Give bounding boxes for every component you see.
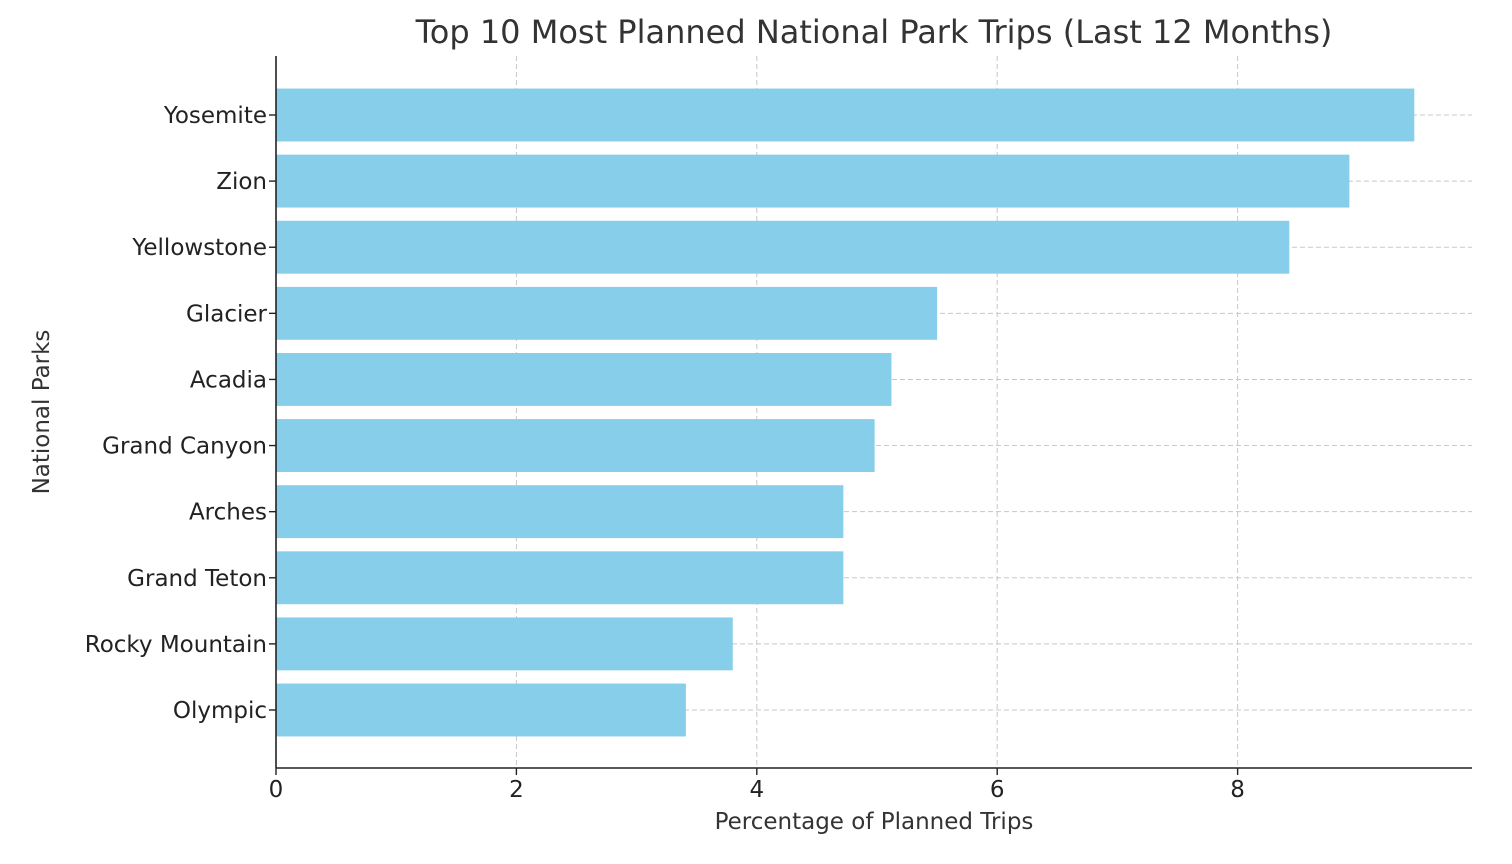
bar bbox=[276, 551, 844, 605]
x-tick-label: 8 bbox=[1230, 777, 1245, 803]
x-tick-label: 0 bbox=[269, 777, 284, 803]
y-tick-label: Olympic bbox=[173, 698, 267, 724]
y-axis-label: National Parks bbox=[29, 330, 55, 495]
x-tick-label: 6 bbox=[990, 777, 1005, 803]
bar bbox=[276, 683, 686, 737]
bar bbox=[276, 485, 844, 539]
x-tick-label: 2 bbox=[509, 777, 524, 803]
bar bbox=[276, 353, 892, 406]
chart-title: Top 10 Most Planned National Park Trips … bbox=[415, 13, 1333, 51]
y-tick-label: Yosemite bbox=[163, 103, 267, 129]
axis-layer bbox=[275, 56, 1472, 769]
bar bbox=[276, 88, 1415, 142]
y-tick-label: Grand Canyon bbox=[102, 434, 267, 460]
y-tick-label: Yellowstone bbox=[131, 235, 267, 261]
x-axis-label: Percentage of Planned Trips bbox=[715, 809, 1034, 835]
bar bbox=[276, 286, 938, 340]
bar bbox=[276, 154, 1350, 208]
bar-layer bbox=[276, 88, 1415, 737]
y-tick-label: Rocky Mountain bbox=[85, 632, 267, 658]
y-tick-label: Arches bbox=[189, 500, 267, 526]
y-tick-label: Glacier bbox=[186, 301, 267, 327]
bar bbox=[276, 617, 733, 671]
bar bbox=[276, 419, 875, 472]
y-tick-label: Zion bbox=[216, 169, 267, 195]
x-tick-label: 4 bbox=[749, 777, 764, 803]
y-tick-label: Grand Teton bbox=[127, 566, 267, 592]
bar bbox=[276, 220, 1290, 274]
y-tick-label: Acadia bbox=[190, 367, 267, 393]
tick-layer: 0 2 4 6 8 Yosemite Zion Yellowstone Glacier Acadi… bbox=[85, 103, 1245, 803]
